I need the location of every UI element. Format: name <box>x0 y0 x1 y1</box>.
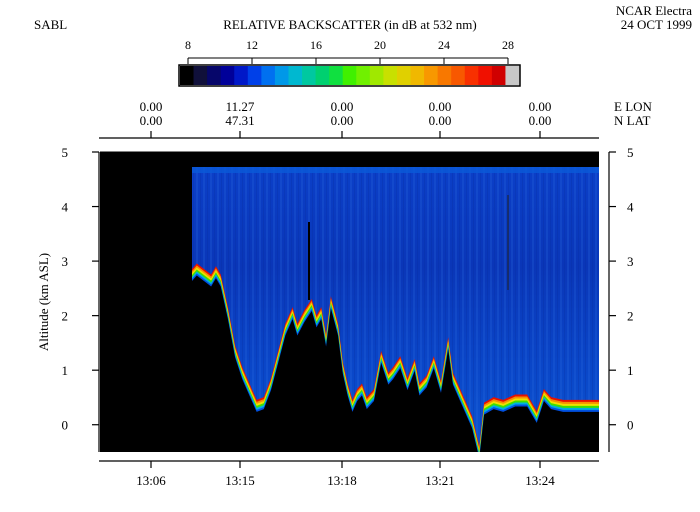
header-right-line1: NCAR Electra <box>616 3 692 18</box>
x-tick-label: 13:06 <box>136 473 166 488</box>
y-axis-left: 5 4 3 2 1 0 <box>62 145 99 433</box>
y-tick-label-right: 0 <box>627 418 634 433</box>
y-tick-label-right: 3 <box>627 254 634 269</box>
colorbar-swatch <box>207 66 222 85</box>
colorbar-swatch <box>410 66 425 85</box>
colorbar-tick-label: 12 <box>246 38 258 52</box>
colorbar-swatch <box>315 66 330 85</box>
y-tick-label-left: 2 <box>62 309 69 324</box>
header-left-label: SABL <box>34 17 67 32</box>
terrain-surface <box>192 263 599 452</box>
colorbar-swatch <box>491 66 506 85</box>
header-right-line2: 24 OCT 1999 <box>621 17 692 32</box>
nav-lat-value: 0.00 <box>331 113 354 128</box>
x-tick-label: 13:21 <box>425 473 455 488</box>
y-tick-label-right: 2 <box>627 309 634 324</box>
colorbar-swatches <box>180 66 520 85</box>
plot-area <box>100 152 599 452</box>
colorbar-swatch <box>180 66 194 85</box>
colorbar-swatch <box>220 66 235 85</box>
colorbar-swatch <box>451 66 466 85</box>
colorbar-tick-label: 8 <box>185 38 191 52</box>
y-tick-label-left: 0 <box>62 418 69 433</box>
colorbar-swatch <box>261 66 276 85</box>
nav-lat-label: N LAT <box>614 113 651 128</box>
nav-lat-value: 0.00 <box>529 113 552 128</box>
colorbar-swatch <box>247 66 262 85</box>
colorbar-tick-label: 28 <box>502 38 514 52</box>
y-axis-right: 5 4 3 2 1 0 <box>609 145 634 433</box>
y-tick-label-left: 4 <box>62 200 69 215</box>
colorbar-tick-label: 16 <box>310 38 322 52</box>
x-tick-label: 13:24 <box>525 473 555 488</box>
colorbar-swatch <box>437 66 452 85</box>
nav-lon-value: 11.27 <box>226 99 255 114</box>
colorbar-swatch <box>342 66 357 85</box>
colorbar-swatch <box>356 66 371 85</box>
colorbar-tick-labels: 8 12 16 20 24 28 <box>185 38 514 64</box>
colorbar-frame <box>178 64 521 87</box>
colorbar-swatch <box>369 66 384 85</box>
y-tick-label-left: 3 <box>62 254 69 269</box>
nav-axis-labels: 0.000.0011.2747.310.000.000.000.000.000.… <box>140 99 552 138</box>
x-tick-label: 13:18 <box>327 473 357 488</box>
nav-lat-value: 0.00 <box>429 113 452 128</box>
top-dark-band <box>192 152 599 167</box>
colorbar-swatch <box>234 66 249 85</box>
nav-lat-value: 0.00 <box>140 113 163 128</box>
colorbar-swatch <box>505 66 520 85</box>
colorbar-swatch <box>478 66 493 85</box>
nav-lon-value: 0.00 <box>331 99 354 114</box>
x-tick-label: 13:15 <box>225 473 255 488</box>
colorbar-swatch <box>424 66 439 85</box>
colorbar-swatch <box>383 66 398 85</box>
nav-lon-label: E LON <box>614 99 653 114</box>
nav-lon-value: 0.00 <box>429 99 452 114</box>
y-tick-label-right: 1 <box>627 363 634 378</box>
y-tick-label-right: 4 <box>627 200 634 215</box>
colorbar-swatch <box>302 66 316 85</box>
y-tick-label-right: 5 <box>627 145 634 160</box>
colorbar-swatch <box>274 66 289 85</box>
colorbar-tick-label: 24 <box>438 38 450 52</box>
nav-lon-value: 0.00 <box>529 99 552 114</box>
x-axis-ticks: 13:06 13:15 13:18 13:21 13:24 <box>136 461 555 488</box>
top-edge-band <box>192 167 599 173</box>
y-tick-label-left: 1 <box>62 363 69 378</box>
y-axis-title: Altitude (km ASL) <box>36 253 51 351</box>
nav-lat-value: 47.31 <box>225 113 254 128</box>
colorbar-swatch <box>464 66 479 85</box>
colorbar-title: RELATIVE BACKSCATTER (in dB at 532 nm) <box>223 17 477 32</box>
colorbar-swatch <box>193 66 208 85</box>
colorbar-swatch <box>396 66 411 85</box>
nav-lon-value: 0.00 <box>140 99 163 114</box>
colorbar-swatch <box>329 66 344 85</box>
colorbar-tick-label: 20 <box>374 38 386 52</box>
terrain-band <box>192 275 599 452</box>
colorbar-swatch <box>288 66 303 85</box>
y-tick-label-left: 5 <box>62 145 69 160</box>
